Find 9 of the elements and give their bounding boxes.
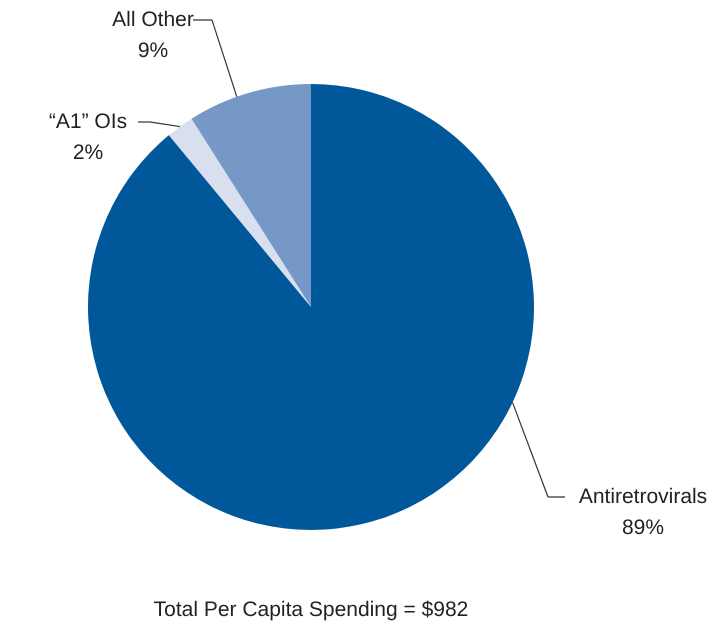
slice-label: “A1” OIs xyxy=(48,110,128,133)
data-label: 9% xyxy=(138,39,168,62)
text: Total Per Capita Spending = $982 xyxy=(154,598,468,621)
slice-label: Antiretrovirals xyxy=(578,485,708,508)
data-label: 2% xyxy=(72,141,104,164)
data-label: 89% xyxy=(622,516,664,539)
slice-label: All Other xyxy=(112,8,194,31)
pie-slice xyxy=(168,118,311,307)
pie-slice xyxy=(192,84,311,307)
